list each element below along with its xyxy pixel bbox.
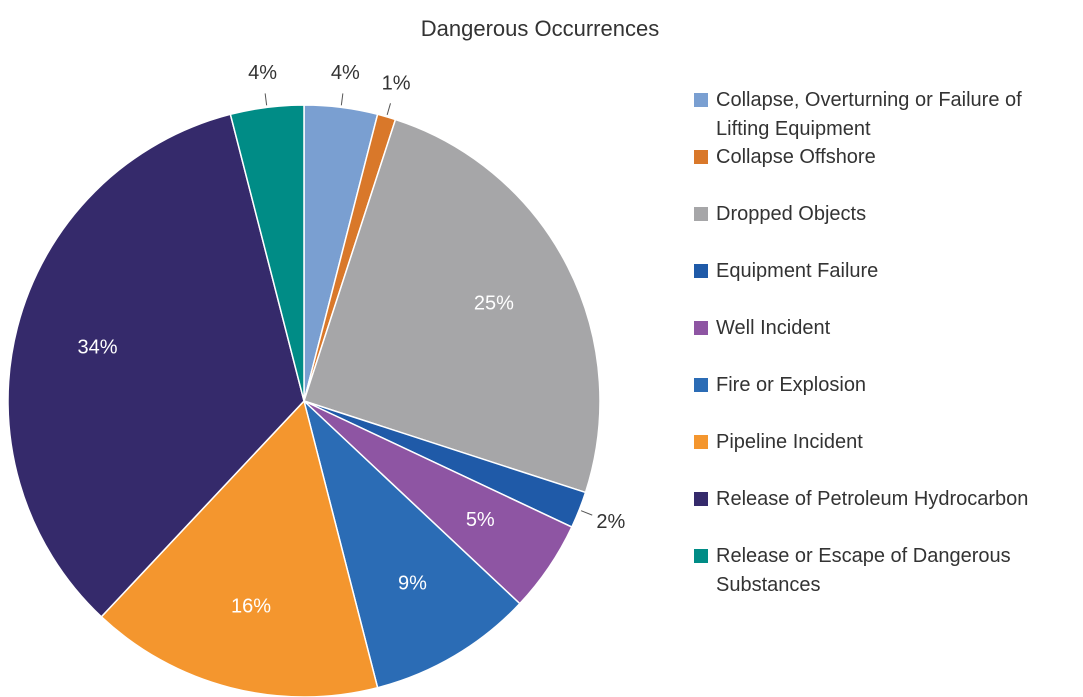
legend: Collapse, Overturning or Failure of Lift… [694,86,1069,599]
legend-swatch [694,435,708,449]
data-label: 5% [466,509,495,531]
pie-slice [302,398,521,689]
legend-swatch [694,549,708,563]
legend-swatch [694,264,708,278]
pie-slice [229,104,305,402]
pie-slice [303,118,601,494]
legend-label: Equipment Failure [716,260,879,282]
legend-swatch [694,492,708,506]
leader-line [264,93,268,106]
legend-swatch [694,207,708,221]
legend-label: Dropped Objects [716,203,867,225]
legend-item: Fire or Explosion [694,371,1069,428]
pie-slice [100,399,379,697]
data-label: 34% [78,336,118,358]
leader-line [340,93,344,106]
data-label: 16% [231,596,271,618]
data-label: 9% [398,573,427,595]
legend-item: Pipeline Incident [694,428,1069,485]
legend-label: Release or Escape of Dangerous Substance… [716,545,1011,596]
leader-line [386,103,391,115]
leader-line [580,510,593,516]
legend-label: Collapse, Overturning or Failure of Lift… [716,89,1022,140]
legend-swatch [694,321,708,335]
legend-label: Collapse Offshore [716,146,876,168]
legend-item: Dropped Objects [694,200,1069,257]
data-label: 25% [474,293,514,315]
legend-label: Pipeline Incident [716,431,863,453]
data-label: 4% [248,62,277,84]
legend-item: Equipment Failure [694,257,1069,314]
legend-item: Collapse, Overturning or Failure of Lift… [694,86,1069,143]
legend-swatch [694,150,708,164]
legend-item: Well Incident [694,314,1069,371]
legend-item: Collapse Offshore [694,143,1069,200]
legend-label: Release of Petroleum Hydrocarbon [716,488,1029,510]
data-label: 4% [331,62,360,84]
legend-label: Well Incident [716,317,831,339]
chart-title: Dangerous Occurrences [421,16,659,41]
data-label: 2% [596,511,625,533]
legend-item: Release or Escape of Dangerous Substance… [694,542,1069,599]
legend-swatch [694,93,708,107]
legend-swatch [694,378,708,392]
legend-label: Fire or Explosion [716,374,867,396]
pie-slice [7,113,305,618]
legend-item: Release of Petroleum Hydrocarbon [694,485,1069,542]
data-label: 1% [382,72,411,94]
